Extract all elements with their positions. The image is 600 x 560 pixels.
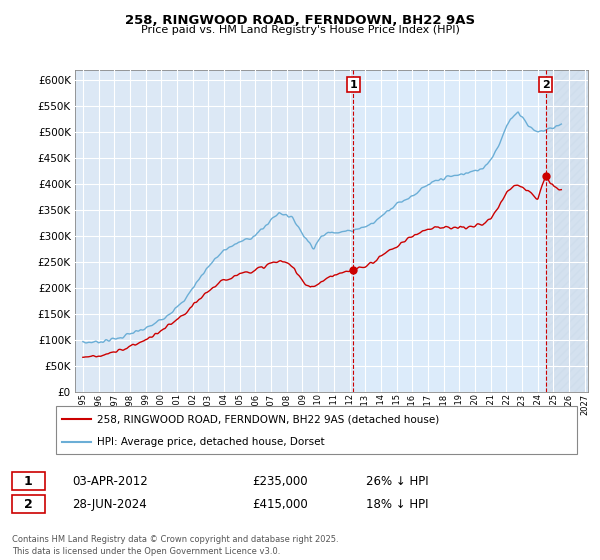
FancyBboxPatch shape [56,406,577,454]
Text: 1: 1 [350,80,358,90]
Bar [545,70,588,392]
Text: 03-APR-2012: 03-APR-2012 [72,475,148,488]
Bar [353,70,545,392]
Text: 2: 2 [24,498,32,511]
Text: Price paid vs. HM Land Registry's House Price Index (HPI): Price paid vs. HM Land Registry's House … [140,25,460,35]
Text: 258, RINGWOOD ROAD, FERNDOWN, BH22 9AS (detached house): 258, RINGWOOD ROAD, FERNDOWN, BH22 9AS (… [97,414,439,424]
Text: £235,000: £235,000 [252,475,308,488]
Text: 18% ↓ HPI: 18% ↓ HPI [366,498,428,511]
Text: 2: 2 [542,80,550,90]
Text: HPI: Average price, detached house, Dorset: HPI: Average price, detached house, Dors… [97,436,324,446]
FancyBboxPatch shape [12,472,45,490]
Text: 258, RINGWOOD ROAD, FERNDOWN, BH22 9AS: 258, RINGWOOD ROAD, FERNDOWN, BH22 9AS [125,14,475,27]
Text: Contains HM Land Registry data © Crown copyright and database right 2025.
This d: Contains HM Land Registry data © Crown c… [12,535,338,556]
Text: £415,000: £415,000 [252,498,308,511]
Text: 1: 1 [24,475,32,488]
Text: 26% ↓ HPI: 26% ↓ HPI [366,475,428,488]
FancyBboxPatch shape [12,496,45,514]
Text: 28-JUN-2024: 28-JUN-2024 [72,498,147,511]
